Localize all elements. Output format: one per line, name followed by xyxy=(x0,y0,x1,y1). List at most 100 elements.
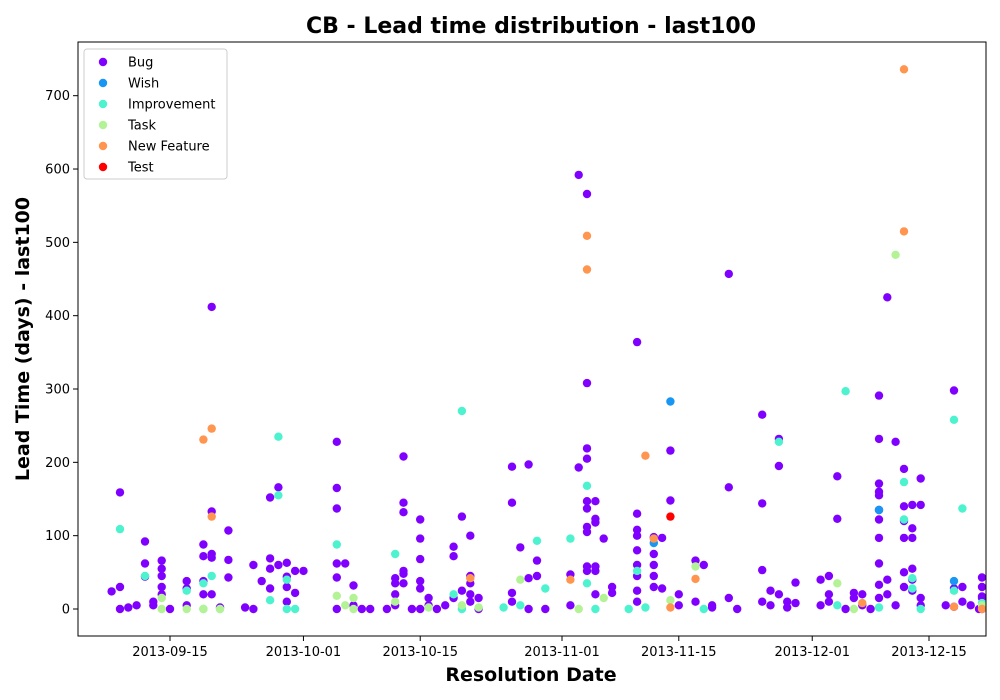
data-point xyxy=(966,601,975,610)
data-point xyxy=(641,451,650,460)
data-point xyxy=(591,497,600,506)
data-point xyxy=(466,590,475,599)
data-point xyxy=(207,553,216,562)
data-point xyxy=(416,604,425,614)
legend-box xyxy=(83,48,228,180)
data-point xyxy=(699,560,708,570)
data-point xyxy=(199,590,208,599)
data-point xyxy=(341,559,350,568)
data-point xyxy=(674,601,683,610)
data-point xyxy=(833,514,842,523)
data-point xyxy=(391,597,400,606)
y-tick-label: 100 xyxy=(45,529,70,544)
data-point xyxy=(157,604,166,614)
x-tick-label: 2013-10-01 xyxy=(266,645,342,660)
data-point xyxy=(874,434,884,444)
data-point xyxy=(607,588,617,598)
data-point xyxy=(466,574,475,583)
data-point xyxy=(699,604,708,614)
data-point xyxy=(507,462,517,471)
y-tick-label: 500 xyxy=(45,236,70,251)
data-point xyxy=(416,576,425,586)
data-point xyxy=(290,588,300,598)
data-point xyxy=(582,504,592,513)
data-point xyxy=(457,601,467,610)
data-point xyxy=(115,524,125,534)
data-point xyxy=(249,604,258,614)
data-point xyxy=(758,499,767,508)
data-point xyxy=(249,560,258,570)
data-point xyxy=(207,590,216,599)
data-point xyxy=(516,543,525,552)
data-point xyxy=(866,604,875,614)
data-point xyxy=(632,531,642,540)
data-point xyxy=(824,590,834,599)
data-point xyxy=(274,483,283,492)
data-point xyxy=(332,483,341,493)
data-point xyxy=(949,576,959,586)
data-point xyxy=(107,587,116,596)
data-point xyxy=(391,590,400,599)
data-point xyxy=(582,497,592,506)
y-tick-label: 400 xyxy=(45,309,70,324)
data-point xyxy=(416,534,425,543)
data-point xyxy=(332,437,341,446)
data-point xyxy=(182,586,191,595)
data-point xyxy=(632,586,642,595)
data-point xyxy=(441,601,450,610)
data-point xyxy=(766,586,775,595)
data-point xyxy=(265,584,275,593)
data-point xyxy=(265,564,275,573)
data-point xyxy=(399,579,408,588)
data-point xyxy=(958,597,967,606)
x-tick-label: 2013-12-01 xyxy=(774,645,850,660)
data-point xyxy=(349,593,358,603)
data-point xyxy=(157,571,166,581)
data-point xyxy=(908,533,917,543)
legend-label: New Feature xyxy=(128,140,210,155)
data-point xyxy=(874,593,884,603)
data-point xyxy=(874,533,884,543)
data-point xyxy=(899,515,909,524)
data-point xyxy=(883,575,892,584)
data-point xyxy=(691,562,700,571)
data-point xyxy=(582,265,592,274)
data-point xyxy=(591,590,600,599)
data-point xyxy=(274,432,283,441)
data-point xyxy=(632,597,642,606)
data-point xyxy=(649,571,658,581)
data-point xyxy=(516,601,525,610)
data-point xyxy=(791,598,800,608)
data-point xyxy=(582,566,592,576)
data-point xyxy=(641,603,650,612)
data-point xyxy=(582,481,592,490)
data-point xyxy=(207,512,216,521)
x-tick-label: 2013-10-15 xyxy=(382,645,458,660)
data-point xyxy=(899,227,909,236)
legend-marker xyxy=(98,120,108,130)
data-point xyxy=(416,515,425,524)
y-axis: 0 100 200 300 400 500 600 700 xyxy=(45,89,78,618)
data-point xyxy=(949,386,959,395)
data-point xyxy=(541,604,550,614)
data-point xyxy=(507,588,517,598)
y-tick-label: 200 xyxy=(45,456,70,471)
data-point xyxy=(416,584,425,593)
data-point xyxy=(424,603,433,612)
data-point xyxy=(724,483,733,492)
data-point xyxy=(140,559,150,568)
x-axis: 2013-09-15 2013-10-01 2013-10-15 2013-11-01… xyxy=(132,636,967,660)
data-point xyxy=(977,582,987,592)
data-point xyxy=(149,601,158,610)
data-point xyxy=(874,505,884,515)
data-point xyxy=(582,231,592,240)
data-point xyxy=(574,170,583,180)
data-point xyxy=(833,472,842,481)
data-point xyxy=(977,592,987,601)
data-point xyxy=(466,597,475,606)
data-point xyxy=(140,571,150,581)
data-point xyxy=(816,601,825,610)
data-point xyxy=(499,603,508,612)
data-point xyxy=(132,601,141,610)
